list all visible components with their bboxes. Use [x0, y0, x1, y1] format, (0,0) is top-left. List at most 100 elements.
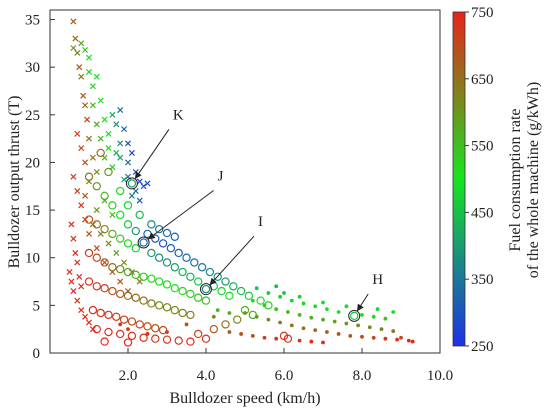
data-point-x — [117, 140, 124, 147]
data-point-circle — [139, 296, 148, 305]
data-point-circle — [193, 293, 203, 302]
data-point-x — [74, 49, 81, 56]
data-point-x — [84, 116, 91, 123]
data-point-x — [109, 111, 116, 118]
data-point-circle — [108, 229, 117, 239]
data-point-circle — [139, 272, 148, 281]
data-point-x — [82, 192, 89, 199]
data-point-circle — [84, 277, 94, 286]
data-point-circle — [100, 284, 109, 293]
data-point-x — [70, 235, 77, 242]
annotation-highlight — [348, 309, 361, 322]
data-point-x — [68, 278, 75, 285]
data-point-x — [97, 135, 104, 142]
data-point-circle — [104, 167, 113, 177]
data-point-circle — [100, 191, 109, 200]
data-point-dot — [227, 311, 232, 315]
data-point-circle — [127, 179, 137, 188]
data-point-dot — [395, 337, 399, 342]
data-point-circle — [84, 172, 94, 181]
data-point-circle — [108, 263, 117, 272]
data-point-dot — [301, 326, 306, 331]
colorbar-tick-label: 450 — [471, 205, 494, 221]
data-point-dot — [332, 319, 337, 324]
data-point-circle — [127, 317, 137, 326]
data-point-dot — [250, 298, 255, 303]
data-point-dot — [321, 300, 325, 305]
data-point-x — [78, 73, 85, 80]
data-point-circle — [123, 267, 133, 277]
data-point-dot — [274, 284, 279, 289]
data-point-circle — [213, 272, 222, 281]
data-point-x — [121, 126, 128, 133]
data-point-circle — [108, 286, 117, 296]
data-point-x — [78, 145, 85, 152]
colorbar — [452, 11, 466, 347]
data-point-circle — [88, 305, 98, 315]
data-point-dot — [165, 330, 169, 334]
data-point-dot — [274, 307, 279, 312]
data-point-circle — [143, 229, 152, 239]
data-point-circle — [186, 289, 195, 299]
data-point-circle — [283, 334, 293, 343]
data-point-circle — [131, 270, 140, 280]
y-axis: 0 5 10 15 20 25 30 35 — [25, 13, 55, 362]
data-point-circle — [123, 338, 133, 347]
data-point-circle — [104, 310, 113, 320]
data-point-x — [140, 183, 147, 190]
data-point-circle — [115, 329, 125, 339]
data-point-x — [93, 245, 100, 252]
data-point-x — [74, 259, 81, 266]
data-point-x — [117, 154, 124, 161]
data-point-dot — [227, 330, 232, 334]
data-point-x — [93, 73, 100, 80]
data-point-circle — [135, 210, 144, 220]
x-tick-label: 4.0 — [197, 368, 216, 384]
plot-frame — [49, 9, 441, 354]
annotations-layer: K J I H — [125, 107, 383, 322]
data-point-circle — [84, 215, 94, 224]
data-point-dot — [344, 304, 349, 309]
y-tick-label: 0 — [33, 346, 41, 362]
data-point-circle — [115, 186, 125, 196]
data-point-x — [78, 40, 85, 47]
data-point-x — [76, 273, 83, 280]
data-point-dot — [325, 330, 329, 334]
data-point-x — [85, 54, 93, 61]
data-point-circle — [201, 334, 211, 343]
data-point-circle — [248, 310, 257, 320]
data-point-x — [78, 283, 85, 290]
data-point-x — [82, 102, 89, 109]
data-point-x — [82, 159, 89, 166]
data-point-x — [85, 68, 93, 75]
data-point-dot — [348, 333, 353, 338]
data-point-dot — [391, 310, 396, 314]
colorbar-tick-label: 250 — [471, 339, 494, 355]
annotation-label: J — [218, 168, 224, 184]
data-point-dot — [309, 339, 314, 344]
data-point-circle — [158, 325, 168, 335]
annotation-arrow — [209, 235, 255, 286]
data-point-circle — [209, 324, 218, 334]
data-point-circle — [170, 263, 179, 272]
data-point-dot — [344, 321, 349, 326]
data-point-circle — [174, 336, 183, 345]
data-point-dot — [375, 307, 380, 312]
data-point-x — [74, 297, 81, 304]
data-point-x — [70, 18, 77, 25]
data-point-x — [128, 192, 135, 199]
data-point-circle — [154, 301, 164, 310]
data-point-x — [132, 188, 139, 195]
data-point-x — [124, 140, 132, 147]
data-point-dot — [289, 323, 294, 328]
data-point-circle — [221, 277, 230, 286]
data-point-dot — [278, 320, 282, 325]
data-point-circle — [197, 263, 207, 272]
data-point-circle — [115, 234, 125, 243]
data-point-x — [93, 121, 100, 128]
data-point-x — [76, 64, 83, 71]
data-point-x — [85, 319, 93, 326]
data-point-circle — [147, 299, 156, 308]
data-point-circle — [96, 148, 105, 158]
data-point-x — [85, 230, 93, 237]
